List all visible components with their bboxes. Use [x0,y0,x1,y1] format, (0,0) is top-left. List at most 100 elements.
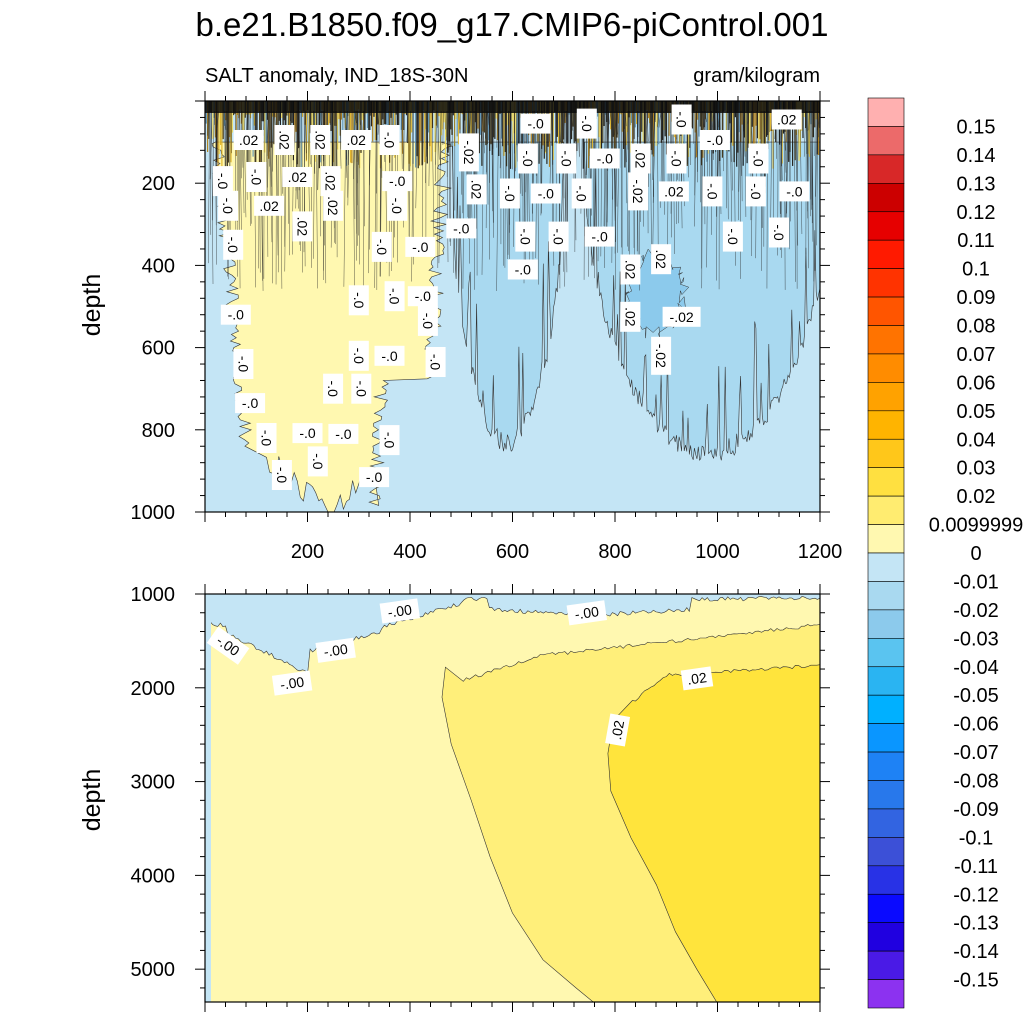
top-y-tick-label: 600 [142,338,175,360]
svg-text:.02: .02 [323,171,339,191]
colorbar-tick-label: 0.13 [957,173,996,195]
top-y-tick-label: 800 [142,420,175,442]
colorbar-swatch [867,183,905,213]
svg-text:.02: .02 [294,217,310,237]
figure-title: b.e21.B1850.f09_g17.CMIP6-piControl.001 [196,6,829,43]
top-contour-label: -.0 [671,104,692,135]
colorbar-swatch [867,211,905,241]
top-contour-label: -.0 [571,178,592,209]
svg-text:-.0: -.0 [382,132,398,149]
svg-text:-.0: -.0 [591,229,608,245]
colorbar-tick-label: 0.12 [957,202,996,224]
top-contour-label: .02 [233,130,264,150]
svg-text:.02: .02 [288,169,308,185]
svg-text:-.02: -.02 [461,140,477,164]
top-contour-label: -.0 [246,162,267,192]
colorbar-tick-label: -0.15 [953,970,999,992]
top-contour-label: -.0 [348,285,369,316]
colorbar-swatch [867,751,905,781]
svg-text:-.0: -.0 [786,183,803,199]
svg-text:.02: .02 [469,180,485,200]
svg-text:-.0: -.0 [527,116,544,132]
svg-text:-.0: -.0 [669,150,685,167]
top-y-tick-label: 1000 [131,502,176,524]
units-label: gram/kilogram [693,65,820,87]
colorbar-tick-label: 0.15 [957,116,996,138]
colorbar-tick-label: 0.05 [957,401,996,423]
top-contour-label: .02 [274,125,295,155]
svg-text:-.0: -.0 [520,150,536,167]
colorbar-tick-label: 0.11 [957,230,994,252]
top-x-tick-label: 1000 [695,541,740,563]
colorbar-swatch [867,808,905,838]
svg-text:.02: .02 [622,307,638,327]
svg-text:.02: .02 [276,130,292,150]
colorbar-swatch [867,97,905,127]
top-contour-label: -.0 [530,183,561,204]
colorbar-swatch [867,438,905,468]
top-contour-label: -.0 [507,259,538,280]
svg-text:.02: .02 [653,249,669,269]
colorbar-swatch [867,524,905,554]
svg-text:-.0: -.0 [242,395,259,411]
colorbar-swatch [867,296,905,326]
colorbar-swatch [867,922,905,952]
svg-text:-.02: -.02 [630,179,646,203]
top-contour-label: .02 [466,174,487,205]
colorbar-tick-label: 0.02 [957,486,996,508]
top-contour-label: -.0 [548,221,569,252]
top-contour-label: -.0 [323,373,344,404]
top-contour-label: .02 [620,301,641,332]
svg-text:-.00: -.00 [279,673,305,692]
colorbar-tick-label: -0.05 [953,685,999,707]
colorbar-tick-label: -0.14 [953,941,999,963]
top-contour-label: -.0 [407,286,438,307]
svg-text:-.0: -.0 [412,239,429,255]
top-contour-label: -.0 [446,218,477,239]
svg-text:-.0: -.0 [274,467,290,484]
colorbar-swatch [867,552,905,582]
svg-text:-.0: -.0 [325,381,341,398]
colorbar-tick-label: -0.08 [953,771,999,793]
top-contour-label: -.0 [371,231,392,262]
svg-text:-.0: -.0 [538,186,555,202]
top-contour-label: -.0 [520,113,551,134]
top-contour-label: -.0 [517,143,538,174]
top-contour-label: -.02 [458,133,479,172]
svg-text:-.0: -.0 [502,185,518,202]
svg-text:-.0: -.0 [299,425,316,441]
svg-text:.02: .02 [312,130,328,150]
top-y-axis-label: depth [78,274,106,337]
svg-text:-.0: -.0 [420,313,436,330]
colorbar-tick-label: 0.08 [957,316,996,338]
colorbar-swatch [867,581,905,611]
colorbar-swatch [867,382,905,412]
colorbar-tick-label: -0.13 [953,913,999,935]
svg-text:-.0: -.0 [574,185,590,202]
colorbar-swatch [867,126,905,156]
svg-text:-.0: -.0 [335,426,352,442]
top-y-tick-label: 400 [142,255,175,277]
top-x-tick-label: 1200 [798,541,843,563]
variable-label: SALT anomaly, IND_18S-30N [205,65,468,87]
colorbar-swatch [867,325,905,355]
bottom-left-edge-strip [205,594,211,1002]
top-contour-label: .02 [323,190,344,221]
top-contour-label: -.02 [651,336,672,375]
top-x-tick-label: 600 [496,541,529,563]
colorbar-tick-label: -0.06 [953,714,999,736]
colorbar-tick-label: 0.09 [957,287,996,309]
colorbar: 0.15 0.14 0.13 0.12 0.11 0.1 0.09 0.08 0.07 0.06 0… [867,97,1023,1009]
colorbar-tick-label: -0.04 [953,657,999,679]
svg-text:-.0: -.0 [725,228,741,245]
colorbar-swatch [867,893,905,923]
svg-text:-.0: -.0 [515,262,532,278]
top-contour-label: .02 [310,125,331,155]
top-contour-label: -.0 [589,148,620,169]
colorbar-tick-label: -0.01 [953,571,999,593]
bottom-contour-label: -.00 [315,637,356,663]
svg-text:-.0: -.0 [248,169,264,186]
top-contour-label: -.0 [405,236,436,257]
colorbar-swatch [867,638,905,668]
top-contour-label: -.0 [425,347,446,377]
